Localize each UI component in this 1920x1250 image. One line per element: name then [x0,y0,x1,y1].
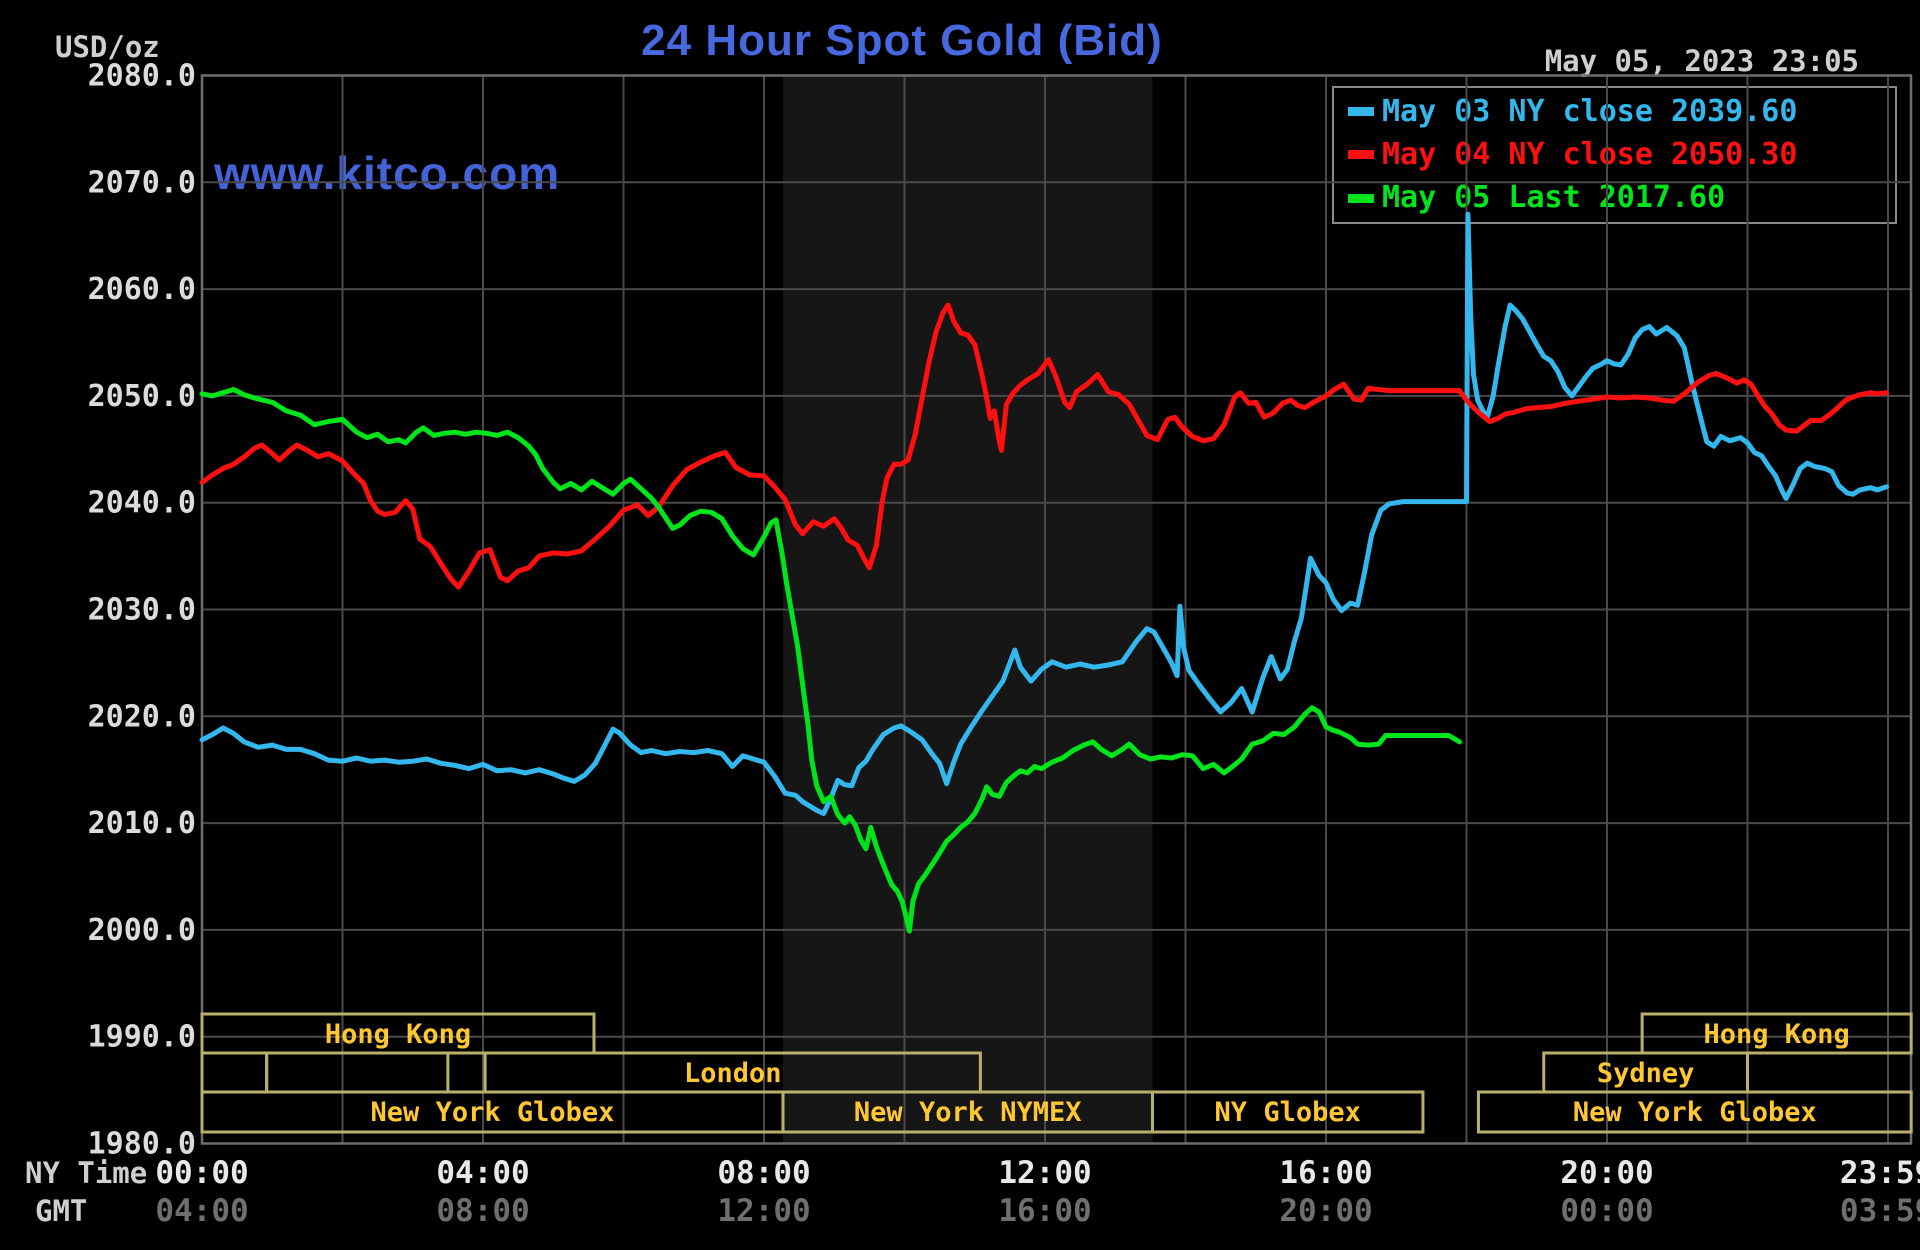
x-tick-gmt: 20:00 [1279,1193,1372,1229]
x-tick-ny: 12:00 [998,1155,1091,1191]
x-tick-ny: 20:00 [1560,1155,1653,1191]
session-label-new-york-globex: New York Globex [371,1097,615,1128]
session-box-unlabeled [200,1051,269,1094]
y-tick-label: 2080.0 [88,59,196,94]
gmt-axis-caption: GMT [35,1194,88,1228]
plot-frame [200,74,1913,1145]
y-tick-label: 2070.0 [88,165,196,200]
x-tick-gmt: 12:00 [717,1193,810,1229]
page-title: 24 Hour Spot Gold (Bid) [641,16,1163,65]
session-label-new-york-nymex: New York NYMEX [854,1097,1082,1128]
y-tick-label: 2000.0 [88,913,196,948]
session-label-new-york-globex: New York Globex [1573,1097,1817,1128]
series-line-may-04-ny-close [199,302,1890,590]
session-label-london: London [684,1058,782,1089]
x-tick-gmt: 00:00 [1560,1193,1653,1229]
legend: May 03 NY close 2039.60 May 04 NY close 2… [1332,86,1897,224]
y-tick-label: 2040.0 [88,486,196,521]
x-tick-gmt: 04:00 [155,1193,248,1229]
x-tick-ny: 04:00 [436,1155,529,1191]
series-line-may-05-last [199,387,1462,934]
y-tick-label: 2050.0 [88,379,196,414]
legend-item-may-05-last: May 05 Last 2017.60 [1334,183,1895,213]
y-tick-label: 2030.0 [88,593,196,628]
x-tick-gmt: 08:00 [436,1193,529,1229]
x-tick-ny: 16:00 [1279,1155,1372,1191]
legend-item-may-03-ny-close: May 03 NY close 2039.60 [1334,93,1895,129]
y-tick-label: 1980.0 [88,1127,196,1162]
legend-dash-icon [1348,193,1374,203]
y-tick-label: 2010.0 [88,806,196,841]
legend-dash-icon [1348,150,1374,160]
x-tick-ny: 00:00 [155,1155,248,1191]
legend-item-may-04-ny-close: May 04 NY close 2050.30 [1334,136,1895,172]
series-line-may-03-ny-close [199,211,1890,816]
session-box-ny-globex [1150,1090,1425,1134]
y-tick-label: 1990.0 [88,1020,196,1055]
x-tick-gmt: 03:59 [1840,1193,1920,1229]
session-label-hong-kong: Hong Kong [1703,1019,1849,1050]
legend-item-text: May 05 Last 2017.60 [1382,180,1726,216]
legend-item-text: May 03 NY close 2039.60 [1382,93,1798,129]
y-tick-label: 2020.0 [88,699,196,734]
legend-dash-icon [1348,107,1374,117]
chart-timestamp: May 05, 2023 23:05 [1544,44,1859,78]
session-box-unlabeled [265,1051,450,1094]
session-box-new-york-globex [1476,1090,1913,1134]
session-label-hong-kong: Hong Kong [325,1019,471,1050]
x-tick-gmt: 16:00 [998,1193,1091,1229]
y-axis-units-label: USD/oz [55,30,160,64]
legend-item-text: May 04 NY close 2050.30 [1382,136,1798,172]
ny-time-axis-caption: NY Time [25,1156,148,1190]
session-box-hong-kong [1640,1012,1913,1055]
x-tick-ny: 08:00 [717,1155,810,1191]
kitco-watermark: www.kitco.com [214,147,561,199]
x-tick-ny: 23:59 [1840,1155,1920,1191]
session-label-sydney: Sydney [1597,1058,1695,1089]
session-label-ny-globex: NY Globex [1215,1097,1361,1128]
y-tick-label: 2060.0 [88,272,196,307]
